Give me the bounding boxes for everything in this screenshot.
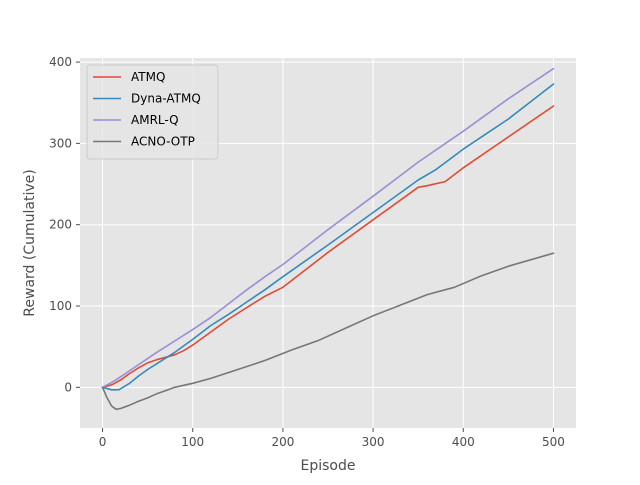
series-line-amrl-q — [101, 67, 555, 389]
y-tick-label: 0 — [64, 380, 72, 394]
x-axis-label: Episode — [301, 458, 356, 474]
series-line-atmq — [101, 105, 555, 389]
x-tick-label: 300 — [362, 435, 385, 449]
y-tick-label: 300 — [49, 136, 72, 150]
x-tick-labels: 0 100 200 300 400 500 — [99, 435, 565, 449]
tick-marks — [76, 61, 554, 432]
x-tick-label: 500 — [542, 435, 565, 449]
series-lines — [101, 67, 555, 411]
x-tick-label: 400 — [452, 435, 475, 449]
legend-label: ACNO-OTP — [131, 135, 195, 149]
y-tick-labels: 0 100 200 300 400 — [49, 55, 72, 394]
legend: ATMQ Dyna-ATMQ AMRL-Q ACNO-OTP — [86, 64, 219, 160]
legend-label: AMRL-Q — [131, 113, 179, 127]
legend-label: ATMQ — [131, 70, 165, 84]
y-tick-label: 200 — [49, 218, 72, 232]
grid-lines — [80, 58, 576, 428]
y-axis-label: Reward (Cumulative) — [22, 169, 38, 316]
x-tick-label: 200 — [271, 435, 294, 449]
x-tick-label: 100 — [181, 435, 204, 449]
legend-box — [86, 64, 219, 160]
y-tick-label: 100 — [49, 299, 72, 313]
y-tick-label: 400 — [49, 55, 72, 69]
series-line-dyna-atmq — [101, 83, 555, 391]
legend-label: Dyna-ATMQ — [131, 92, 201, 106]
x-tick-label: 0 — [99, 435, 107, 449]
series-line-acno-otp — [101, 252, 555, 411]
